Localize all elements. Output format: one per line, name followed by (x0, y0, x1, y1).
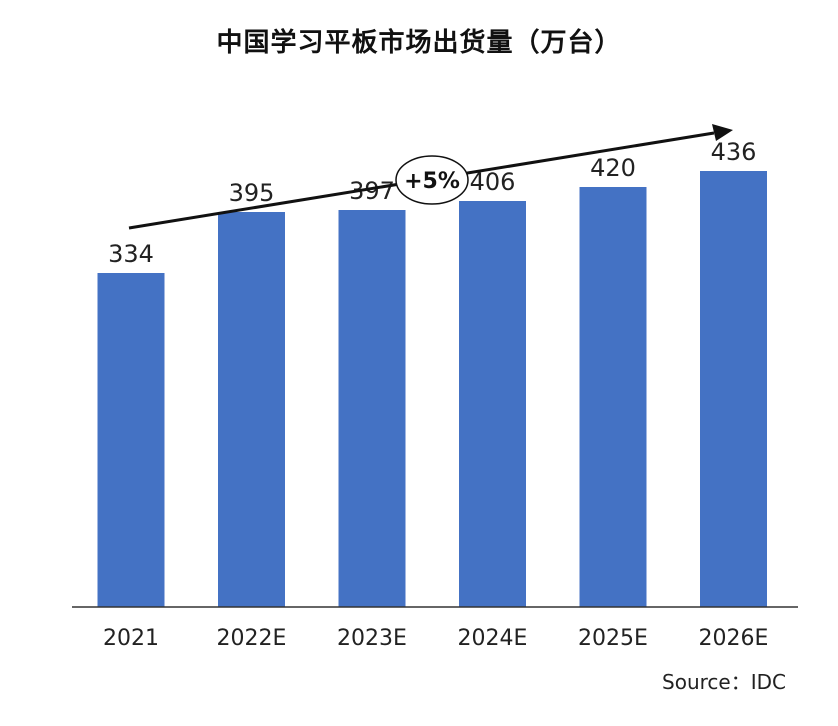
trend-arrowhead (712, 124, 733, 141)
x-tick-label-2022E: 2022E (217, 626, 287, 651)
chart-title: 中国学习平板市场出货量（万台） (216, 28, 622, 58)
value-label-2026E: 436 (711, 138, 757, 166)
trend-label: +5% (404, 169, 460, 194)
value-label-2025E: 420 (590, 154, 636, 182)
x-tick-label-2021: 2021 (103, 626, 159, 651)
bar-2026E (700, 171, 767, 607)
bars-layer (97, 171, 767, 607)
trend-label-ellipse (395, 155, 469, 205)
value-label-2022E: 395 (229, 179, 275, 207)
bar-2024E (459, 201, 526, 607)
x-tick-label-2023E: 2023E (337, 626, 407, 651)
bar-2022E (218, 212, 285, 607)
x-tick-labels-layer: 2021 2022E 2023E 2024E 2025E 2026E (103, 626, 768, 651)
bar-2021 (97, 273, 165, 607)
x-tick-label-2024E: 2024E (458, 626, 528, 651)
trend-annotation: +5% (128, 124, 733, 230)
source-note: Source：IDC (662, 670, 786, 694)
bar-2025E (579, 187, 647, 607)
x-tick-label-2025E: 2025E (578, 626, 648, 651)
bar-2023E (338, 210, 406, 607)
x-tick-label-2026E: 2026E (699, 626, 769, 651)
value-label-2021: 334 (108, 240, 154, 268)
